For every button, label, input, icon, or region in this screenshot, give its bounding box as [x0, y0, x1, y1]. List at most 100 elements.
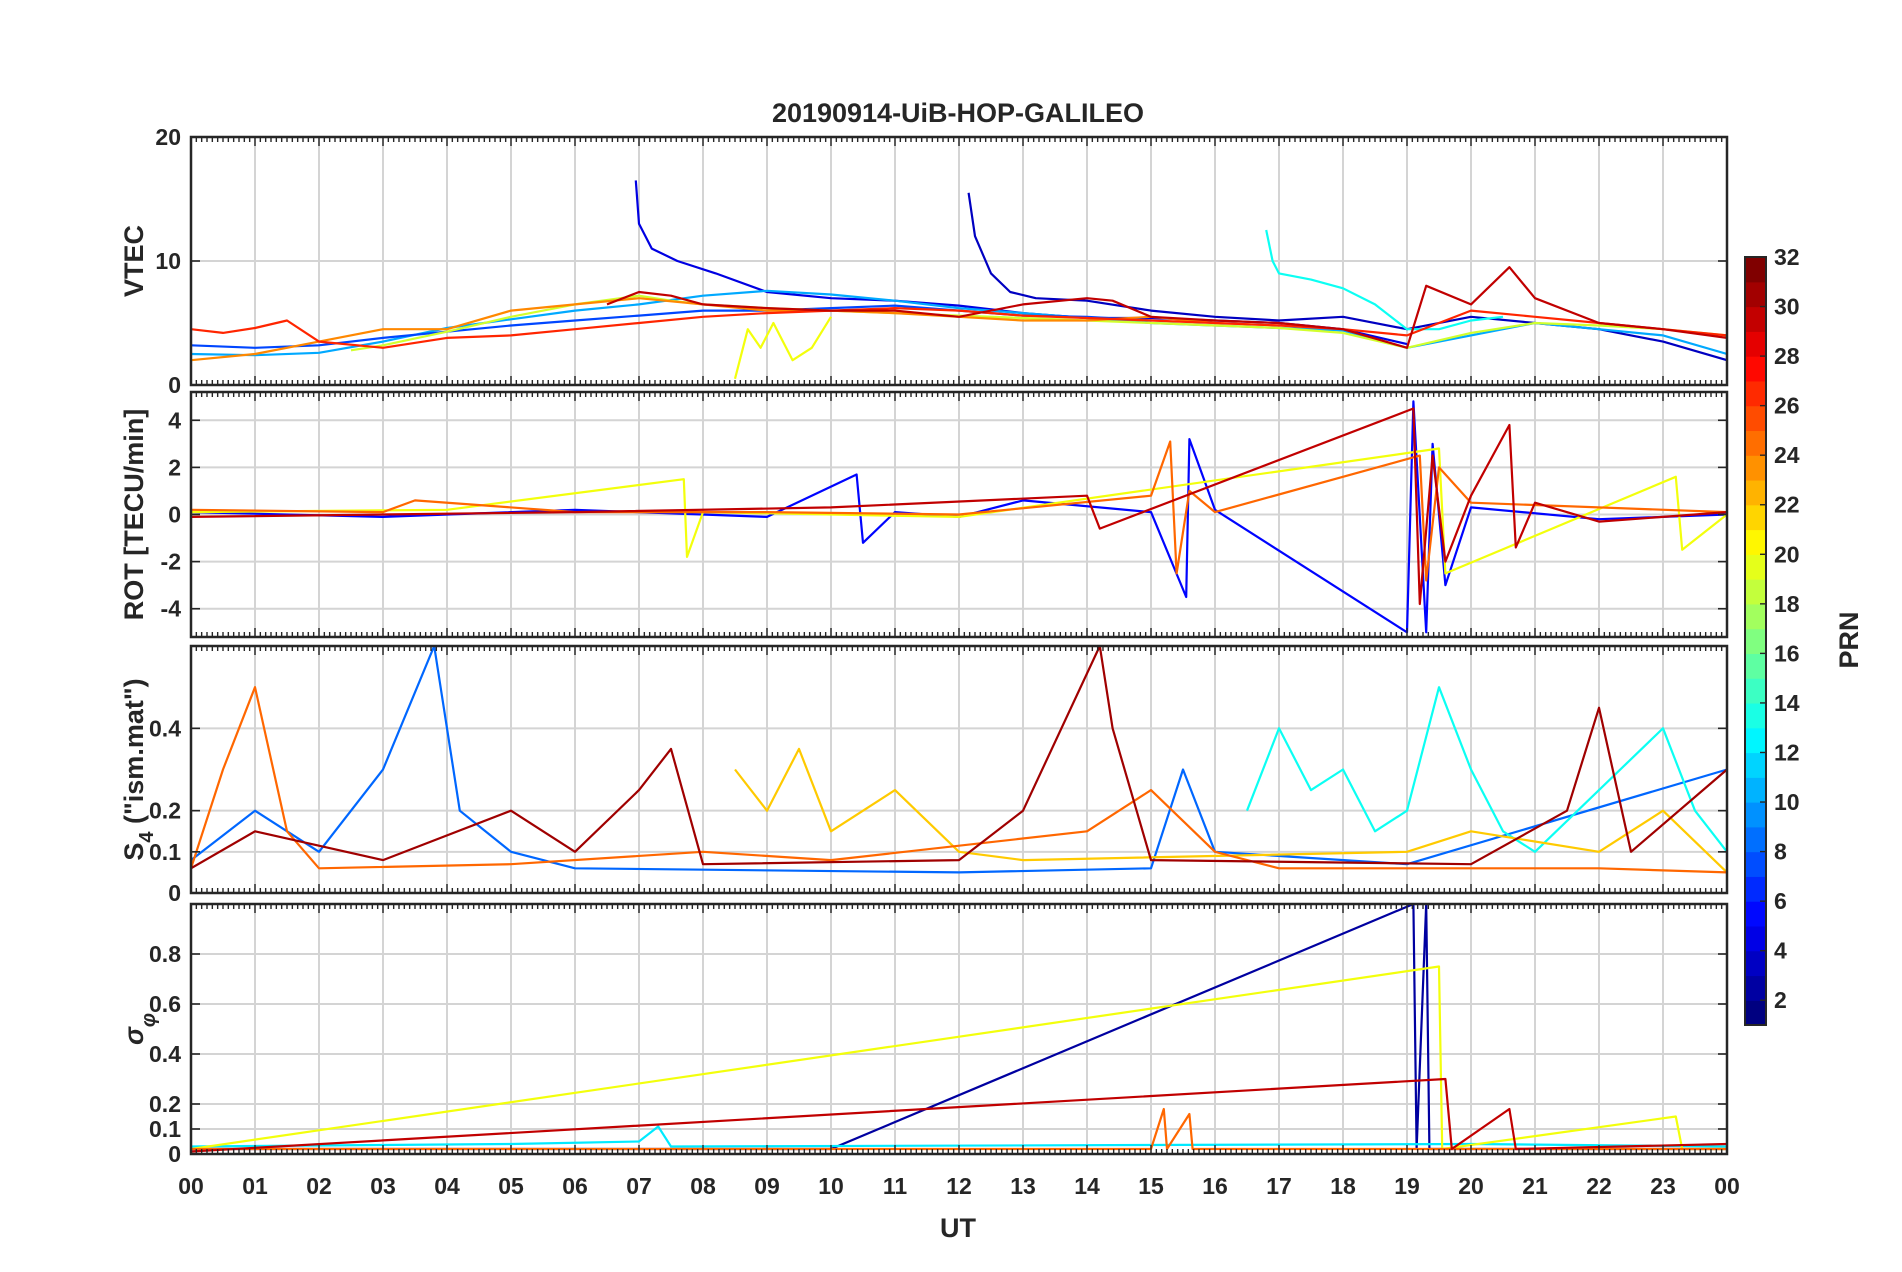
- x-tick-label: 16: [1202, 1173, 1228, 1199]
- x-tick-label: 21: [1522, 1173, 1548, 1199]
- y-axis-label: σφ: [119, 1013, 160, 1045]
- colorbar-swatch: [1745, 678, 1766, 704]
- series-line-prn-25: [191, 440, 1727, 582]
- colorbar-tick-label: 4: [1774, 938, 1787, 964]
- y-tick-label: 20: [155, 124, 181, 150]
- colorbar-swatch: [1745, 430, 1766, 456]
- colorbar-swatch: [1745, 975, 1766, 1001]
- x-tick-label: 03: [370, 1173, 396, 1199]
- series-line-prn-13: [1265, 229, 1504, 331]
- x-tick-label: 08: [690, 1173, 716, 1199]
- y-tick-label: 0.2: [149, 798, 181, 824]
- x-tick-label: 00: [178, 1173, 204, 1199]
- x-tick-label: 07: [626, 1173, 652, 1199]
- series-line-prn-25: [191, 686, 1727, 874]
- colorbar-swatch: [1745, 603, 1766, 630]
- y-tick-label: 0.2: [149, 1091, 181, 1117]
- series-line-prn-10: [191, 289, 1727, 357]
- colorbar-tick-label: 16: [1774, 640, 1800, 666]
- colorbar-swatch: [1745, 702, 1766, 729]
- series-line-prn-13: [1245, 686, 1727, 853]
- y-axis-label: ROT [TECU/min]: [119, 409, 149, 620]
- colorbar-swatch: [1745, 529, 1766, 555]
- colorbar-swatch: [1745, 554, 1766, 580]
- x-tick-label: 20: [1458, 1173, 1484, 1199]
- x-tick-label: 02: [306, 1173, 332, 1199]
- colorbar-tick-label: 26: [1774, 393, 1800, 419]
- y-tick-label: 2: [168, 454, 181, 480]
- y-tick-label: 0: [168, 372, 181, 398]
- colorbar-tick-label: 24: [1774, 442, 1800, 468]
- colorbar-swatch: [1745, 380, 1766, 407]
- y-axis-label: VTEC: [119, 225, 149, 297]
- x-tick-label: 11: [883, 1173, 908, 1199]
- series-line-prn-30: [191, 1077, 1727, 1153]
- x-tick-label: 19: [1394, 1173, 1420, 1199]
- colorbar-frame: [1744, 256, 1767, 1026]
- x-tick-label: 15: [1138, 1173, 1164, 1199]
- colorbar-swatch: [1745, 356, 1766, 382]
- x-tick-label: 12: [946, 1173, 972, 1199]
- colorbar-swatch: [1745, 653, 1766, 679]
- colorbar-tick-label: 2: [1774, 987, 1787, 1013]
- series-line-prn-20: [191, 447, 1727, 575]
- y-axis-label: S4 ("ism.mat"): [119, 678, 158, 860]
- colorbar-tick-label: 28: [1774, 343, 1800, 369]
- colorbar-swatch: [1745, 579, 1766, 605]
- colorbar-swatch: [1745, 802, 1766, 828]
- colorbar-swatch: [1745, 455, 1766, 481]
- x-tick-label: 09: [754, 1173, 780, 1199]
- y-tick-label: 4: [168, 407, 181, 433]
- series-line-prn-27: [191, 307, 1727, 349]
- y-tick-label: -4: [161, 596, 182, 622]
- series-line-prn-24: [191, 297, 1280, 362]
- colorbar-tick-label: 10: [1774, 789, 1800, 815]
- panel-vtec: 0 10 20 VTEC: [119, 124, 1729, 398]
- series-group: [191, 646, 1727, 874]
- colorbar-swatch: [1745, 727, 1766, 754]
- x-tick-label: 18: [1330, 1173, 1356, 1199]
- y-tick-label: 0.1: [149, 839, 181, 865]
- colorbar-tick-label: 14: [1774, 690, 1800, 716]
- x-tick-label: 22: [1586, 1173, 1612, 1199]
- colorbar-swatch: [1745, 479, 1766, 506]
- series-line-prn-31: [191, 646, 1727, 870]
- colorbar-swatch: [1745, 1000, 1766, 1026]
- colorbar-tick-label: 20: [1774, 541, 1800, 567]
- x-tick-label: 01: [242, 1173, 268, 1199]
- y-tick-label: -2: [161, 549, 181, 575]
- colorbar-swatch: [1745, 306, 1766, 332]
- colorbar-swatch: [1745, 901, 1766, 927]
- colorbar-label: PRN: [1834, 611, 1864, 668]
- y-tick-label: 0.4: [149, 715, 181, 741]
- series-line-prn-30: [606, 266, 1727, 349]
- x-tick-label: 06: [562, 1173, 588, 1199]
- panel-s4: 0 0.1 0.2 0.4S4 ("ism.mat"): [119, 644, 1729, 906]
- x-tick-label: 13: [1010, 1173, 1036, 1199]
- y-tick-label: 0.1: [149, 1116, 181, 1142]
- colorbar-swatch: [1745, 405, 1766, 432]
- colorbar-swatch: [1745, 281, 1766, 308]
- series-line-prn-30: [191, 407, 1727, 606]
- colorbar-swatch: [1745, 628, 1766, 654]
- series-line-prn-20: [733, 316, 832, 380]
- y-tick-label: 0: [168, 880, 181, 906]
- colorbar-tick-label: 12: [1774, 739, 1800, 765]
- chart-title: 20190914-UiB-HOP-GALILEO: [772, 98, 1144, 128]
- panel-rot: -4 -2 0 2 4 ROT [TECU/min]: [119, 390, 1729, 639]
- y-tick-label: 10: [155, 248, 181, 274]
- series-line-prn-8: [191, 646, 1727, 874]
- colorbar-swatch: [1745, 257, 1766, 283]
- colorbar-swatch: [1745, 752, 1766, 778]
- x-tick-label: 23: [1650, 1173, 1676, 1199]
- colorbar-tick-label: 30: [1774, 294, 1800, 320]
- series-line-prn-22: [734, 747, 1727, 874]
- colorbar-tick-label: 22: [1774, 492, 1800, 518]
- colorbar-swatch: [1745, 851, 1766, 877]
- colorbar-tick-label: 8: [1774, 839, 1787, 865]
- x-axis-label: UT: [940, 1213, 976, 1243]
- x-tick-label: 00: [1714, 1173, 1740, 1199]
